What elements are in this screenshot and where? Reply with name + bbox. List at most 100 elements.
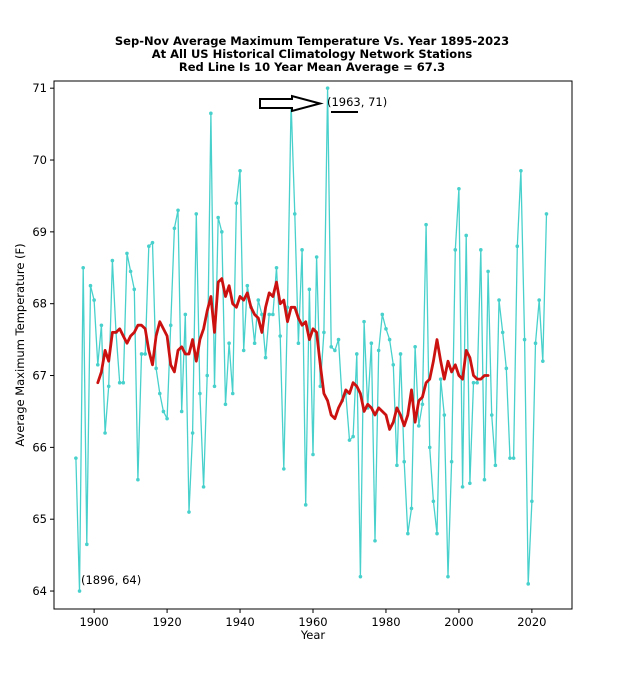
annual-temperature-point	[446, 574, 450, 579]
series-annual	[74, 86, 549, 593]
annual-temperature-point	[81, 265, 85, 270]
annotation-min: (1896, 64)	[81, 573, 141, 587]
x-tick-label: 1900	[79, 615, 108, 629]
annual-temperature-point	[537, 298, 541, 302]
annual-temperature-point	[530, 499, 534, 504]
annual-temperature-point	[106, 384, 111, 389]
x-tick-label: 1940	[225, 615, 254, 629]
annual-temperature-point	[212, 384, 217, 389]
annual-temperature-point	[486, 269, 490, 274]
annual-temperature-point	[92, 298, 96, 302]
annual-temperature-point	[176, 208, 180, 213]
annual-temperature-point	[354, 352, 359, 356]
annual-temperature-point	[223, 402, 228, 407]
annual-temperature-line	[75, 87, 548, 592]
annual-temperature-point	[479, 248, 483, 252]
annual-temperature-point	[395, 463, 399, 468]
annual-temperature-point	[420, 402, 425, 407]
annual-temperature-point	[187, 510, 191, 514]
annual-temperature-point	[227, 341, 231, 346]
annual-temperature-point	[150, 240, 155, 245]
annual-temperature-point	[406, 531, 410, 536]
annual-temperature-point	[95, 362, 100, 367]
annual-temperature-point	[511, 456, 516, 460]
annual-temperature-point	[252, 341, 257, 346]
annual-temperature-point	[468, 481, 472, 486]
chart-title-line-1: Sep-Nov Average Maximum Temperature Vs. …	[115, 34, 509, 48]
annual-temperature-point	[110, 258, 115, 263]
annual-temperature-point	[77, 589, 82, 593]
y-axis: 64 65 66 67 68 69 70 71	[32, 81, 54, 598]
chart-title-line-2: At All US Historical Climatology Network…	[152, 47, 473, 61]
annual-temperature-point	[515, 244, 520, 249]
annual-temperature-point	[201, 485, 206, 489]
annual-temperature-point	[318, 384, 323, 389]
annual-temperature-point	[209, 111, 213, 116]
annual-temperature-point	[263, 355, 268, 360]
annual-temperature-point	[121, 380, 126, 385]
y-tick-label: 67	[32, 369, 47, 383]
annual-temperature-point	[267, 312, 272, 317]
annual-temperature-point	[168, 323, 173, 328]
arrow-annotation	[259, 94, 358, 113]
annual-temperature-point	[464, 233, 469, 238]
annual-temperature-point	[460, 485, 465, 489]
annual-temperature-point	[307, 287, 312, 292]
annual-temperature-point	[139, 352, 144, 356]
annual-temperature-point	[154, 366, 158, 371]
annual-temperature-point	[220, 230, 224, 234]
annual-temperature-point	[336, 337, 341, 342]
annual-temperature-point	[296, 341, 301, 346]
annual-temperature-point	[544, 212, 549, 216]
annual-temperature-point	[274, 265, 279, 270]
annual-temperature-point	[438, 377, 443, 381]
annual-temperature-point	[132, 287, 137, 292]
annual-temperature-point	[245, 283, 250, 288]
annual-temperature-point	[424, 222, 428, 227]
annual-temperature-point	[311, 452, 315, 457]
annual-temperature-point	[292, 212, 297, 216]
chart-title-line-3: Red Line Is 10 Year Mean Average = 67.3	[179, 60, 445, 74]
annual-temperature-point	[475, 380, 479, 385]
annual-temperature-point	[427, 445, 432, 450]
annual-temperature-point	[482, 477, 487, 482]
annual-temperature-point	[508, 456, 512, 460]
x-tick-label: 2000	[444, 615, 473, 629]
y-tick-label: 64	[32, 584, 47, 598]
x-tick-label: 1920	[152, 615, 181, 629]
annual-temperature-point	[431, 499, 436, 504]
annual-temperature-point	[147, 244, 151, 249]
annual-temperature-point	[194, 212, 199, 216]
annual-temperature-point	[161, 409, 166, 414]
annual-temperature-point	[322, 330, 326, 335]
annual-temperature-point	[303, 503, 308, 507]
annual-temperature-point	[103, 431, 107, 435]
y-axis-label: Average Maximum Temperature (F)	[13, 243, 27, 446]
chart-title: Sep-Nov Average Maximum Temperature Vs. …	[115, 34, 509, 74]
annual-temperature-point	[500, 330, 505, 335]
annual-temperature-point	[453, 248, 458, 252]
annual-temperature-point	[198, 391, 202, 396]
annual-temperature-point	[398, 352, 403, 356]
annual-temperature-point	[136, 477, 140, 482]
x-tick-label: 1980	[371, 615, 400, 629]
annual-temperature-point	[384, 327, 388, 331]
annual-temperature-point	[241, 348, 246, 353]
annual-temperature-point	[373, 538, 377, 543]
annual-temperature-point	[314, 255, 319, 259]
annual-temperature-point	[74, 456, 78, 460]
annual-temperature-point	[351, 434, 355, 439]
y-tick-label: 68	[32, 297, 47, 311]
annual-temperature-point	[260, 312, 264, 317]
annual-temperature-point	[333, 348, 337, 353]
annual-temperature-point	[256, 298, 261, 302]
annual-temperature-point	[489, 413, 494, 417]
annual-temperature-point	[387, 337, 392, 342]
annual-temperature-point	[369, 341, 374, 346]
annotation-max: (1963, 71)	[327, 95, 387, 109]
annual-temperature-point	[117, 380, 122, 385]
annual-temperature-point	[493, 463, 498, 468]
annual-temperature-point	[497, 298, 501, 302]
y-tick-label: 66	[32, 440, 47, 454]
